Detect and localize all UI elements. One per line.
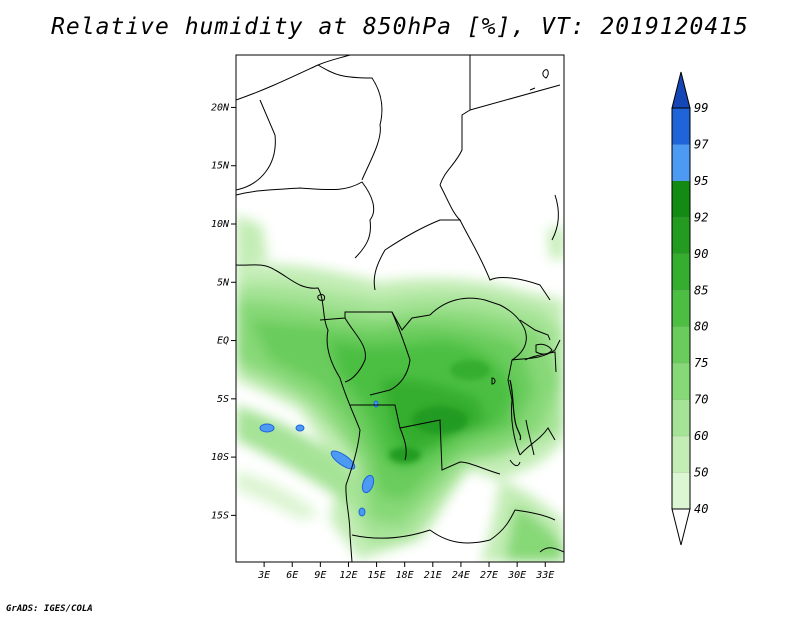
colorbar-label: 97 [694, 137, 709, 151]
colorbar-label: 75 [694, 356, 708, 370]
colorbar-label: 95 [694, 174, 708, 188]
colorbar-frame [671, 107, 691, 510]
longitude-axis: 3E 6E 9E 12E 15E 18E 21E 24E 27E 30E 33E [257, 562, 554, 581]
lon-tick-label: 30E [507, 570, 526, 581]
lat-tick-label: 5S [217, 394, 229, 405]
lon-tick-label: 3E [257, 570, 270, 581]
lon-tick-label: 27E [480, 570, 498, 581]
colorbar-box [672, 144, 690, 181]
colorbar-box [672, 363, 690, 400]
footer-credit: GrADS: IGES/COLA [6, 604, 93, 614]
colorbar-box [672, 180, 690, 218]
colorbar-label: 92 [694, 210, 708, 224]
map-frame [235, 54, 565, 563]
lat-tick-label: 10S [211, 452, 229, 463]
lon-tick-label: 18E [396, 570, 414, 581]
lon-tick-label: 15E [368, 570, 386, 581]
colorbar-label: 80 [694, 320, 708, 334]
lat-tick-label: 15N [211, 161, 230, 172]
lat-tick-label: 15S [211, 510, 229, 521]
colorbar-label: 90 [694, 247, 708, 261]
plot-title: Relative humidity at 850hPa [%], VT: 201… [51, 14, 749, 40]
colorbar-label: 99 [694, 101, 708, 115]
lat-tick-label: 20N [211, 102, 230, 113]
lat-tick-label: EQ [217, 336, 229, 347]
colorbar-label: 60 [694, 429, 708, 443]
lon-tick-label: 33E [535, 570, 554, 581]
colorbar-box [672, 217, 690, 254]
colorbar-box [672, 253, 690, 291]
lon-tick-label: 9E [314, 570, 326, 581]
lat-tick-label: 5N [217, 277, 230, 288]
colorbar-box [672, 108, 690, 145]
colorbar-lower-triangle [671, 508, 691, 546]
colorbar-box [672, 290, 690, 327]
colorbar-box [672, 436, 690, 473]
latitude-axis: 20N 15N 10N 5N EQ 5S 10S 15S [211, 102, 236, 521]
colorbar-label: 85 [694, 283, 708, 297]
colorbar: 40 50 60 70 75 80 85 90 92 95 97 99 [671, 71, 709, 546]
lon-tick-label: 6E [286, 570, 298, 581]
humidity-field [236, 55, 564, 562]
colorbar-box [672, 472, 690, 509]
colorbar-label: 70 [694, 393, 708, 407]
lon-tick-label: 21E [424, 570, 442, 581]
colorbar-box [672, 326, 690, 364]
lat-tick-label: 10N [211, 219, 230, 230]
country-borders [236, 55, 564, 562]
lon-tick-label: 24E [452, 570, 470, 581]
colorbar-label: 40 [694, 502, 708, 516]
colorbar-box [672, 399, 690, 437]
colorbar-label: 50 [694, 466, 708, 480]
lon-tick-label: 12E [339, 570, 357, 581]
colorbar-upper-triangle [671, 71, 691, 109]
